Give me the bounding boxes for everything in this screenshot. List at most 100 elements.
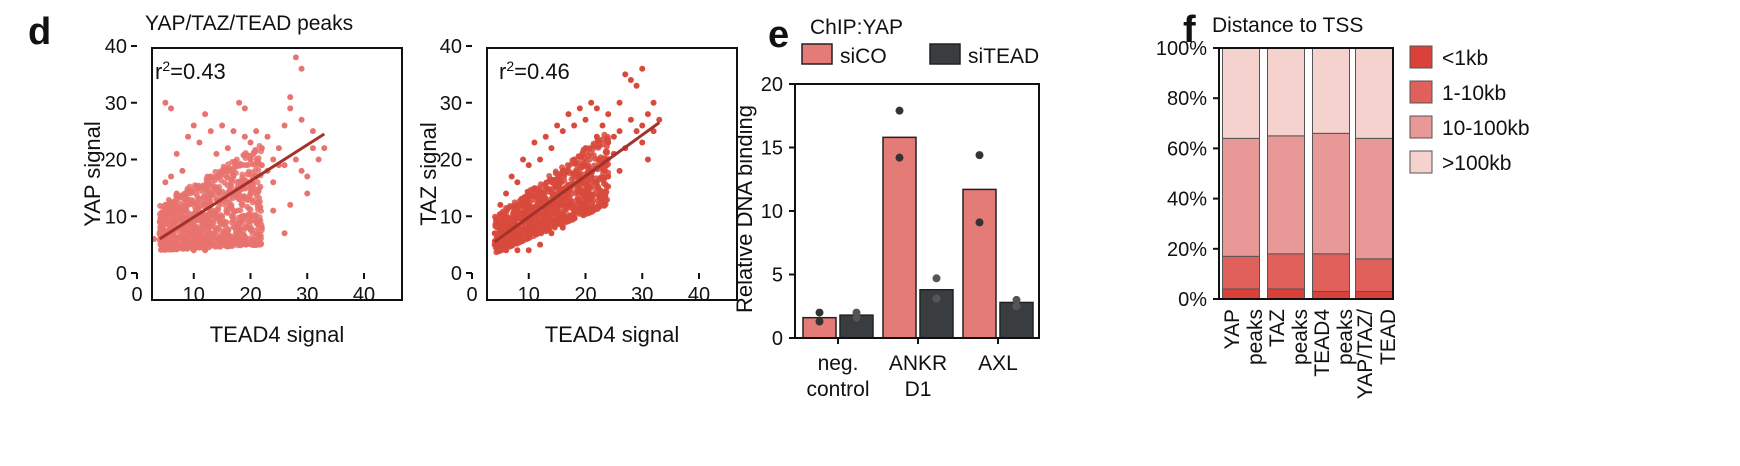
- scatter-point: [509, 214, 516, 221]
- scatter-point: [246, 205, 252, 212]
- scatter-point: [593, 105, 600, 112]
- scatter-point: [567, 170, 574, 177]
- scatter-point: [514, 213, 521, 220]
- scatter-point: [321, 145, 328, 152]
- stack-segment-3: [1312, 47, 1350, 134]
- scatter-point: [162, 211, 169, 218]
- scatter-point: [168, 105, 175, 112]
- bar-siCO: [962, 188, 997, 339]
- scatter-point: [315, 156, 322, 163]
- scatter-point: [230, 217, 237, 224]
- scatter-point: [205, 241, 212, 248]
- scatter-point: [168, 235, 175, 242]
- stack-segment-0: [1222, 288, 1260, 300]
- scatter-point: [168, 213, 175, 220]
- scatter-point: [242, 240, 249, 247]
- replicate-dot: [852, 313, 861, 322]
- scatter-point: [627, 77, 634, 84]
- scatter-point: [579, 149, 586, 156]
- scatter-point: [162, 99, 169, 106]
- scatter-point: [186, 240, 193, 247]
- scatter-point: [562, 202, 569, 209]
- scatter-point: [281, 162, 288, 169]
- scatter-point: [513, 204, 520, 211]
- scatter-point: [605, 111, 612, 118]
- scatter-point: [236, 218, 243, 225]
- legend-label: 1-10kb: [1442, 82, 1506, 105]
- stack-segment-0: [1267, 288, 1305, 300]
- scatter-point: [215, 188, 222, 195]
- scatter-point: [571, 122, 578, 129]
- scatter-point: [244, 223, 251, 230]
- stack-segment-0: [1312, 290, 1350, 300]
- y-tick-label: 10: [105, 206, 127, 228]
- scatter-point: [610, 133, 617, 140]
- scatter-point: [559, 128, 566, 135]
- scatter-point: [644, 111, 651, 118]
- y-tick-label: 30: [105, 93, 127, 115]
- scatter-point: [600, 177, 606, 184]
- scatter-point: [218, 233, 225, 240]
- scatter-point: [162, 179, 169, 186]
- y-tick-label: 0: [451, 263, 462, 285]
- scatter-point: [246, 171, 253, 178]
- scatter-point: [207, 173, 214, 180]
- scatter-point: [559, 224, 566, 231]
- scatter-point: [633, 128, 640, 135]
- scatter-point: [537, 156, 544, 163]
- scatter-point: [169, 219, 176, 226]
- scatter-point: [571, 207, 578, 214]
- scatter-point: [520, 227, 527, 234]
- y-tick-label: 20: [440, 150, 462, 172]
- scatter-point: [196, 184, 203, 191]
- scatter-point: [174, 210, 181, 217]
- scatter-point: [218, 201, 225, 207]
- scatter-point: [287, 201, 294, 208]
- x-axis-label: TEAD4 signal: [210, 322, 345, 347]
- scatter-point: [247, 139, 254, 146]
- scatter-point: [525, 201, 532, 208]
- scatter-point: [298, 65, 305, 72]
- scatter-point: [491, 230, 498, 237]
- replicate-dot: [932, 274, 941, 283]
- scatter-point: [202, 247, 209, 254]
- scatter-point: [555, 210, 562, 217]
- scatter-point: [213, 173, 220, 180]
- scatter-point: [258, 162, 265, 169]
- x-category-label: AXL: [978, 352, 1018, 375]
- fit-line: [158, 132, 326, 241]
- scatter-point: [596, 203, 603, 210]
- x-tick-label: 0: [131, 284, 142, 306]
- scatter-point: [230, 173, 237, 180]
- legend-label-siCO: siCO: [840, 45, 887, 68]
- scatter-point: [511, 199, 518, 206]
- scatter-point: [270, 156, 277, 163]
- scatter-point: [190, 122, 197, 129]
- scatter-point: [240, 152, 247, 159]
- scatter-point: [185, 224, 192, 231]
- replicate-dot: [895, 153, 904, 162]
- stack-segment-1: [1222, 255, 1260, 290]
- scatter-point: [553, 178, 560, 184]
- scatter-point: [213, 150, 220, 157]
- scatter-point: [168, 173, 175, 180]
- scatter-point: [537, 190, 544, 197]
- scatter-point: [224, 242, 231, 249]
- scatter-point: [564, 162, 571, 169]
- scatter-point: [254, 200, 261, 207]
- scatter-point: [196, 139, 203, 146]
- scatter-point: [588, 173, 595, 180]
- bar-chart-title: ChIP:YAP: [810, 16, 903, 39]
- bar-siCO: [882, 136, 917, 339]
- scatter-point: [565, 191, 572, 198]
- scatter-point: [241, 133, 248, 140]
- y-axis-label: TAZ signal: [416, 122, 441, 226]
- scatter-point: [561, 177, 568, 184]
- scatter-point: [157, 223, 164, 230]
- scatter-point: [189, 188, 196, 195]
- panel-label-d: d: [28, 11, 51, 53]
- scatter-point: [577, 207, 584, 214]
- scatter-point: [281, 122, 288, 129]
- scatter-point: [542, 133, 549, 140]
